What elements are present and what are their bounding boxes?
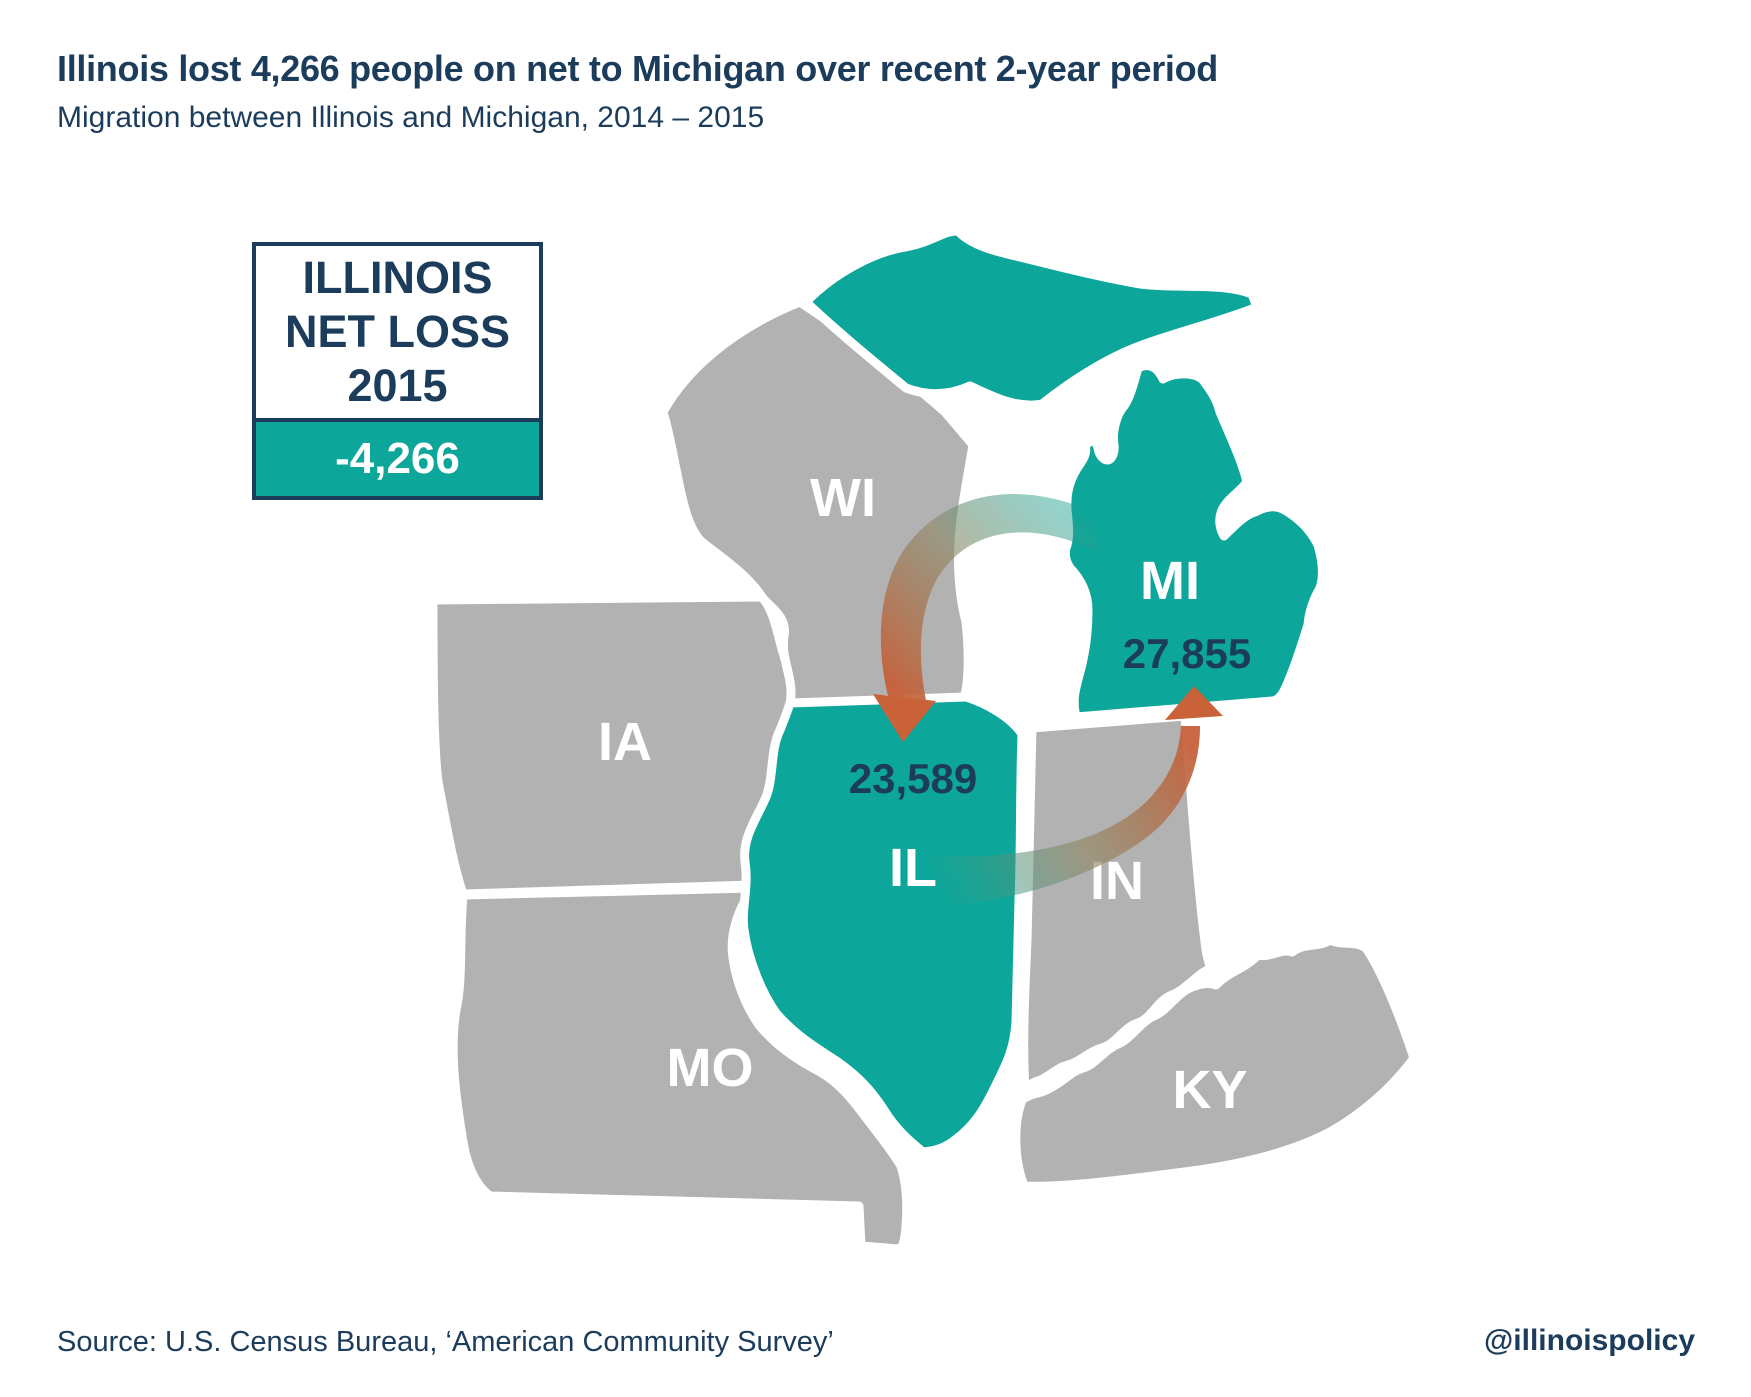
state-label-mo: MO bbox=[667, 1038, 754, 1098]
state-mi-upper-peninsula-shape bbox=[801, 226, 1262, 410]
flow-value-mi-to-il: 23,589 bbox=[849, 755, 977, 802]
state-label-wi: WI bbox=[810, 468, 876, 528]
net-loss-callout-box: ILLINOIS NET LOSS 2015 -4,266 bbox=[252, 242, 543, 500]
net-loss-line3: 2015 bbox=[347, 360, 448, 411]
net-loss-line2: NET LOSS bbox=[284, 306, 511, 357]
state-mi-shape bbox=[1060, 361, 1327, 722]
state-label-ia: IA bbox=[598, 712, 652, 772]
source-note: Source: U.S. Census Bureau, ‘American Co… bbox=[57, 1326, 834, 1358]
flow-value-il-to-mi: 27,855 bbox=[1123, 630, 1251, 677]
net-loss-line1: ILLINOIS bbox=[302, 252, 493, 303]
state-label-ky: KY bbox=[1172, 1060, 1247, 1120]
flow-arrow-mi-to-il bbox=[880, 494, 1098, 700]
state-mo-shape bbox=[448, 883, 912, 1254]
twitter-handle: @illinoispolicy bbox=[1484, 1324, 1695, 1357]
state-label-il: IL bbox=[889, 838, 937, 898]
arrowhead-il-to-mi bbox=[1165, 686, 1223, 720]
arrowhead-mi-to-il bbox=[873, 694, 936, 742]
page-title: Illinois lost 4,266 people on net to Mic… bbox=[57, 48, 1218, 89]
net-loss-box-heading: ILLINOIS NET LOSS 2015 bbox=[256, 246, 539, 418]
page-subtitle: Migration between Illinois and Michigan,… bbox=[57, 101, 765, 134]
net-loss-value: -4,266 bbox=[256, 418, 539, 496]
state-label-mi: MI bbox=[1140, 551, 1200, 611]
flow-arrow-il-to-mi bbox=[928, 726, 1200, 906]
